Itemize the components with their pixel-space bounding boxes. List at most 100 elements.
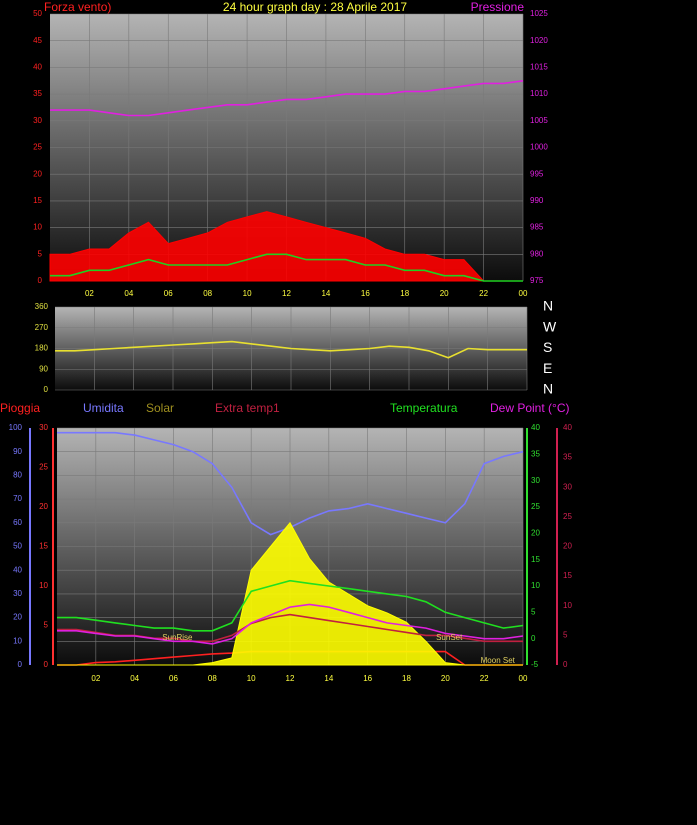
y2-tick-label: 1015: [530, 63, 548, 72]
y-tick-label: 100: [9, 423, 23, 432]
y4-tick-label: 25: [563, 512, 572, 521]
y2-tick-label: W: [543, 318, 557, 334]
legend-entry: Pioggia: [0, 401, 40, 415]
x-tick-label: 22: [479, 289, 488, 298]
y2-tick-label: 35: [531, 449, 540, 458]
annotation: Moon Set: [481, 656, 516, 665]
y4-tick-label: 35: [563, 453, 572, 462]
series-line: [55, 340, 527, 359]
series-area: [57, 521, 523, 666]
y2-tick-label: 40: [531, 423, 540, 432]
y2-tick-label: 10: [531, 581, 540, 590]
y-tick-label: 270: [35, 323, 49, 332]
series-area: [49, 211, 523, 282]
y2-tick-label: S: [543, 339, 552, 355]
x-tick-label: 22: [480, 674, 489, 683]
y2-tick-label: 980: [530, 249, 544, 258]
y-tick-label: 35: [33, 89, 42, 98]
y4-tick-label: 15: [563, 571, 572, 580]
x-tick-label: 08: [208, 674, 217, 683]
y-tick-label: 30: [13, 589, 22, 598]
x-tick-label: 14: [321, 289, 330, 298]
y2-tick-label: 1005: [530, 116, 548, 125]
y4-tick-label: 0: [563, 660, 568, 669]
series-line: [50, 253, 523, 282]
x-tick-label: 02: [85, 289, 94, 298]
x-tick-label: 20: [440, 289, 449, 298]
y2-tick-label: 5: [531, 607, 536, 616]
x-tick-label: 00: [519, 289, 528, 298]
y-tick-label: 70: [13, 494, 22, 503]
y4-tick-label: 40: [563, 423, 572, 432]
y-tick-label: 180: [35, 344, 49, 353]
x-tick-label: 04: [124, 289, 133, 298]
x-tick-label: 20: [441, 674, 450, 683]
x-tick-label: 12: [286, 674, 295, 683]
y-tick-label: 20: [13, 613, 22, 622]
annotation: SunSet: [436, 633, 463, 642]
chart-title: 24 hour graph day : 28 Aprile 2017: [223, 0, 407, 14]
annotation: SunRise: [162, 633, 193, 642]
y4-tick-label: 5: [563, 630, 568, 639]
legend-entry: Temperatura: [390, 401, 458, 415]
y4-tick-label: 20: [563, 542, 572, 551]
legend-entry: Dew Point (°C): [490, 401, 569, 415]
y-tick-label: 20: [33, 169, 42, 178]
y-tick-label: 30: [33, 116, 42, 125]
x-tick-label: 06: [169, 674, 178, 683]
legend-entry: Extra temp1: [215, 401, 280, 415]
x-tick-label: 10: [247, 674, 256, 683]
y3-tick-label: 5: [44, 621, 49, 630]
y2-tick-label: 0: [531, 634, 536, 643]
x-tick-label: 08: [203, 289, 212, 298]
y-tick-label: 10: [13, 636, 22, 645]
x-tick-label: 10: [243, 289, 252, 298]
y3-tick-label: 10: [39, 581, 48, 590]
y2-tick-label: 25: [531, 502, 540, 511]
y4-tick-label: 30: [563, 482, 572, 491]
y-tick-label: 0: [18, 660, 23, 669]
x-tick-label: 16: [363, 674, 372, 683]
y2-tick-label: N: [543, 298, 553, 314]
x-tick-label: 14: [324, 674, 333, 683]
y2-tick-label: 995: [530, 169, 544, 178]
y2-tick-label: 990: [530, 196, 544, 205]
y-tick-label: 80: [13, 471, 22, 480]
y2-tick-label: E: [543, 360, 552, 376]
series-line: [57, 579, 524, 632]
x-tick-label: 02: [91, 674, 100, 683]
y-tick-label: 50: [33, 9, 42, 18]
y2-tick-label: 1000: [530, 143, 548, 152]
y-tick-label: 50: [13, 542, 22, 551]
x-tick-label: 18: [402, 674, 411, 683]
legend-entry: Umidita: [83, 401, 124, 415]
y4-tick-label: 10: [563, 601, 572, 610]
y2-tick-label: -5: [531, 660, 539, 669]
series-line: [57, 603, 524, 645]
y3-tick-label: 25: [39, 463, 48, 472]
y-tick-label: 25: [33, 143, 42, 152]
x-tick-label: 04: [130, 674, 139, 683]
y-tick-label: 15: [33, 196, 42, 205]
y-tick-label: 0: [38, 276, 43, 285]
y3-tick-label: 30: [39, 423, 48, 432]
y-tick-label: 60: [13, 518, 22, 527]
y2-tick-label: 1010: [530, 89, 548, 98]
y-tick-label: 360: [35, 302, 49, 311]
y3-tick-label: 20: [39, 502, 48, 511]
y3-tick-label: 15: [39, 542, 48, 551]
y2-tick-label: 30: [531, 476, 540, 485]
y-tick-label: 0: [44, 385, 49, 394]
y3-tick-label: 0: [44, 660, 49, 669]
x-tick-label: 12: [282, 289, 291, 298]
y2-tick-label: 1020: [530, 36, 548, 45]
y2-tick-label: N: [543, 381, 553, 397]
series-line: [50, 80, 524, 117]
legend-entry: Solar: [146, 401, 174, 415]
x-tick-label: 06: [164, 289, 173, 298]
y2-tick-label: 1025: [530, 9, 548, 18]
x-tick-label: 18: [400, 289, 409, 298]
y2-tick-label: 15: [531, 555, 540, 564]
x-tick-label: 00: [519, 674, 528, 683]
